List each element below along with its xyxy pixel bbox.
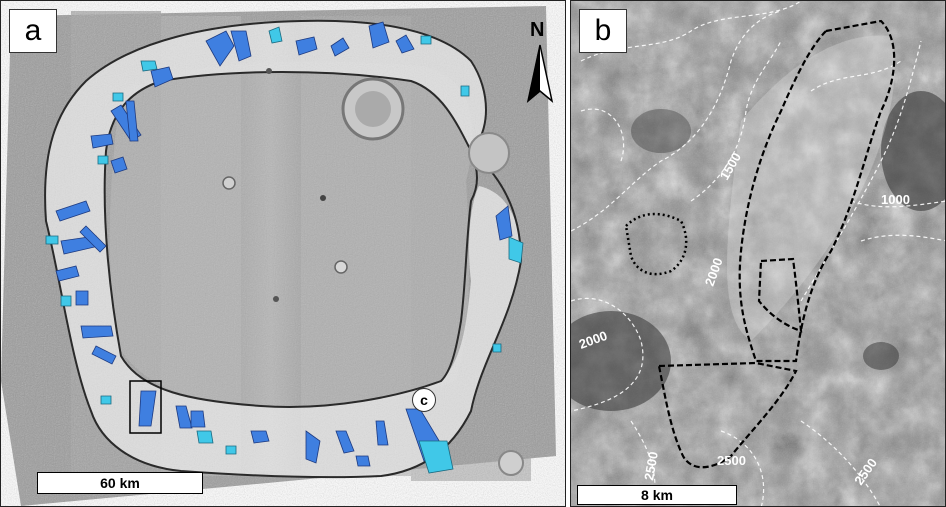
inset-box — [129, 380, 162, 434]
contour-label-1000: 1000 — [881, 192, 910, 207]
panel-b-label: b — [579, 9, 627, 53]
panel-b-imagery: 1500 1000 2000 2000 2500 2500 2500 — [571, 1, 945, 506]
panel-a-label: a — [9, 9, 57, 53]
contour-label-2500-center: 2500 — [717, 453, 746, 468]
scalebar-b: 8 km — [577, 485, 737, 505]
north-label: N — [530, 19, 545, 41]
callout-c: c — [412, 388, 436, 412]
contour-label-2500-left: 2500 — [641, 450, 661, 481]
north-arrow-icon — [526, 44, 554, 103]
panel-a-map: a N c 60 km — [0, 0, 566, 507]
deposits-cyan — [45, 26, 524, 474]
deposits — [55, 21, 513, 467]
north-arrow: N — [520, 19, 560, 105]
panel-a-imagery — [1, 1, 565, 506]
scalebar-a: 60 km — [37, 472, 203, 494]
panel-b-map: 1500 1000 2000 2000 2500 2500 2500 b 8 k… — [570, 0, 946, 507]
